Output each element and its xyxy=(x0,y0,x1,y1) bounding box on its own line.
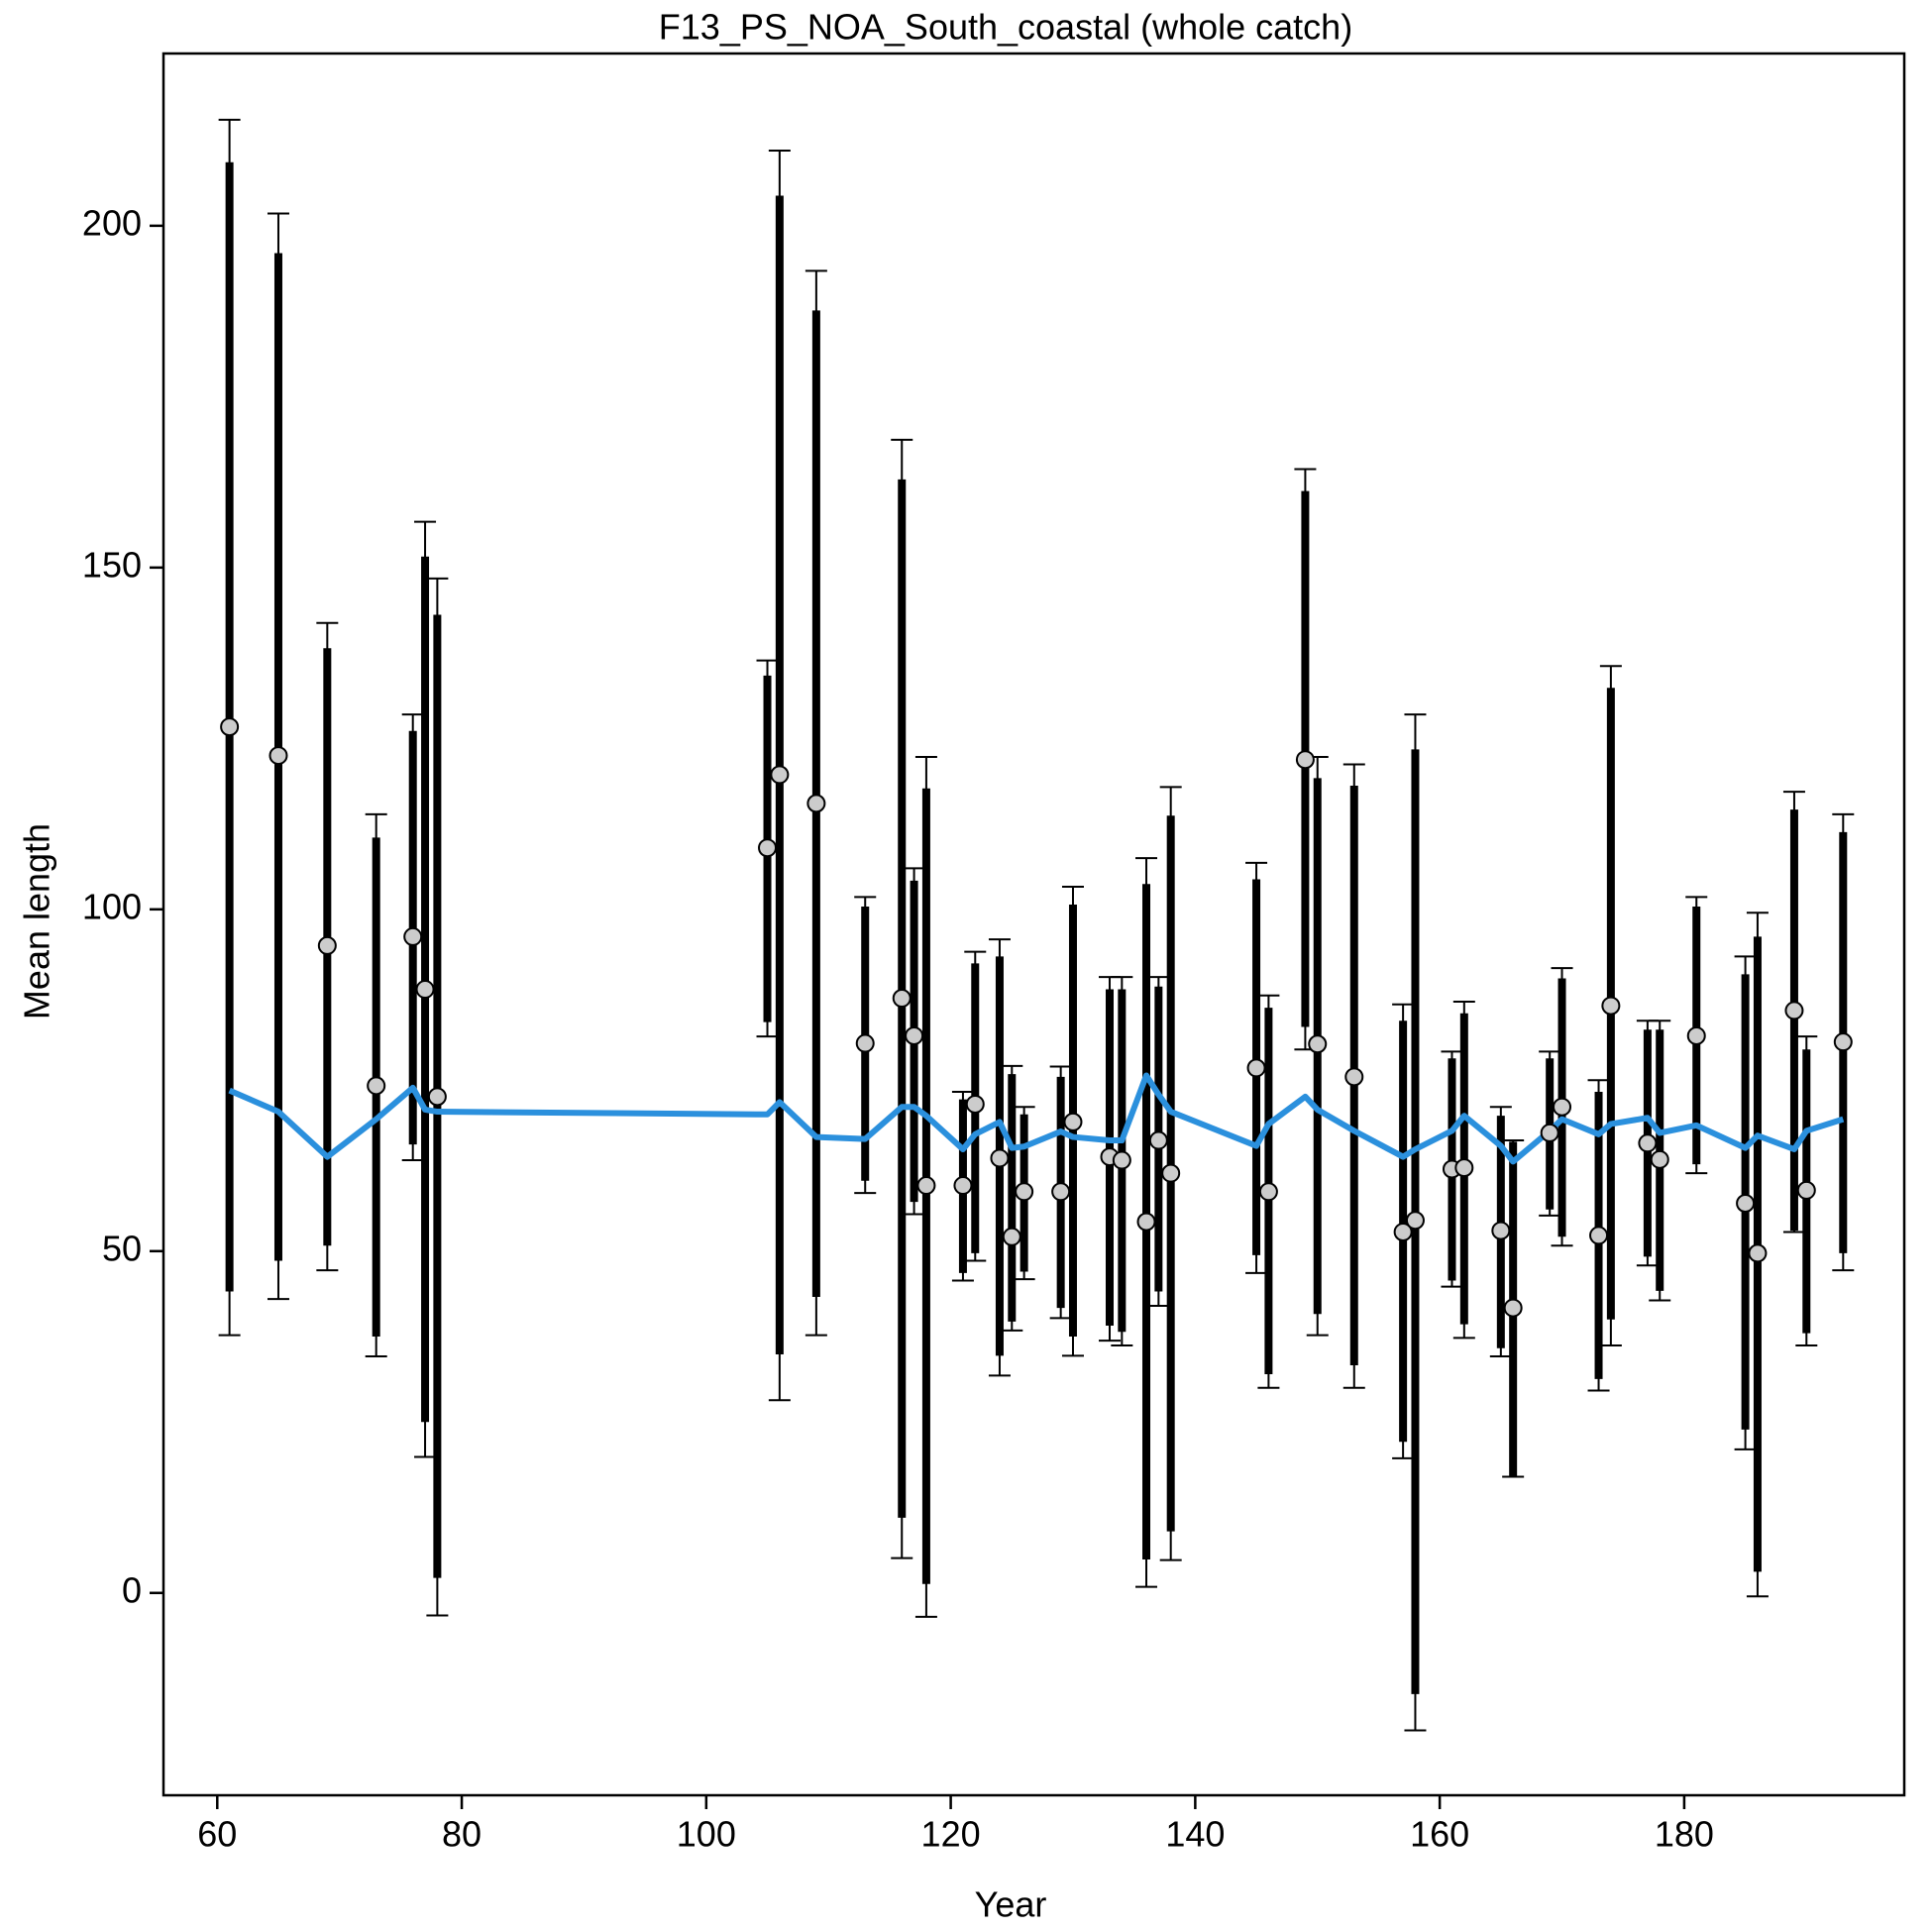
x-tick-label: 160 xyxy=(1410,1814,1469,1855)
x-tick-label: 120 xyxy=(921,1814,981,1855)
observed-point xyxy=(1491,1221,1511,1240)
observed-point xyxy=(1784,1001,1804,1020)
observed-point xyxy=(1686,1025,1706,1045)
observed-point xyxy=(317,935,337,955)
observed-point xyxy=(905,1025,924,1045)
observed-point xyxy=(367,1076,386,1096)
observed-point xyxy=(1344,1067,1364,1087)
observed-point xyxy=(1308,1034,1328,1054)
observed-point xyxy=(415,980,435,1000)
observed-point xyxy=(1015,1182,1034,1202)
observed-point xyxy=(1051,1182,1071,1202)
observed-point xyxy=(268,746,288,766)
observed-point xyxy=(1161,1163,1181,1183)
observed-point xyxy=(1601,996,1621,1016)
observed-point xyxy=(220,717,240,737)
observed-point xyxy=(916,1176,936,1196)
observed-point xyxy=(892,989,912,1009)
x-tick-label: 100 xyxy=(677,1814,736,1855)
observed-point xyxy=(1063,1112,1083,1131)
plot-frame xyxy=(161,52,1906,1797)
observed-point xyxy=(1638,1133,1658,1153)
y-tick-label: 150 xyxy=(82,544,142,585)
observed-point xyxy=(1833,1032,1853,1052)
observed-point xyxy=(1540,1123,1559,1142)
observed-point xyxy=(806,794,826,813)
observed-point xyxy=(1393,1222,1413,1241)
x-tick-label: 60 xyxy=(197,1814,237,1855)
observed-point xyxy=(1589,1226,1609,1245)
observed-point xyxy=(758,838,778,858)
observed-point xyxy=(1002,1227,1021,1246)
y-axis-label: Mean length xyxy=(17,823,57,1020)
observed-point xyxy=(855,1033,875,1053)
expected-line xyxy=(228,1072,1845,1165)
observed-point xyxy=(1736,1194,1756,1214)
observed-point xyxy=(1258,1182,1278,1202)
observed-point xyxy=(770,765,790,785)
x-tick-label: 180 xyxy=(1655,1814,1714,1855)
observed-point xyxy=(965,1094,985,1114)
observed-point xyxy=(403,926,423,946)
observed-point xyxy=(427,1087,447,1107)
observed-point xyxy=(1503,1298,1523,1318)
y-tick-label: 200 xyxy=(82,202,142,243)
observed-point xyxy=(1650,1149,1669,1169)
y-tick-label: 50 xyxy=(102,1228,142,1268)
observed-point xyxy=(1454,1158,1474,1178)
observed-point xyxy=(1748,1243,1768,1263)
x-tick-label: 140 xyxy=(1165,1814,1225,1855)
y-tick-label: 0 xyxy=(122,1569,142,1610)
observed-point xyxy=(1136,1212,1156,1232)
observed-point xyxy=(1148,1130,1168,1150)
y-tick-label: 100 xyxy=(82,886,142,926)
chart-title: F13_PS_NOA_South_coastal (whole catch) xyxy=(659,7,1352,48)
observed-point xyxy=(1405,1211,1425,1231)
observed-point xyxy=(1295,750,1315,770)
observed-point xyxy=(1553,1097,1572,1117)
x-axis-label: Year xyxy=(975,1884,1047,1925)
observed-point xyxy=(990,1148,1010,1168)
observed-point xyxy=(1246,1058,1266,1078)
x-tick-label: 80 xyxy=(442,1814,482,1855)
observed-point xyxy=(1112,1150,1131,1170)
observed-point xyxy=(1796,1180,1816,1200)
observed-point xyxy=(953,1176,973,1196)
